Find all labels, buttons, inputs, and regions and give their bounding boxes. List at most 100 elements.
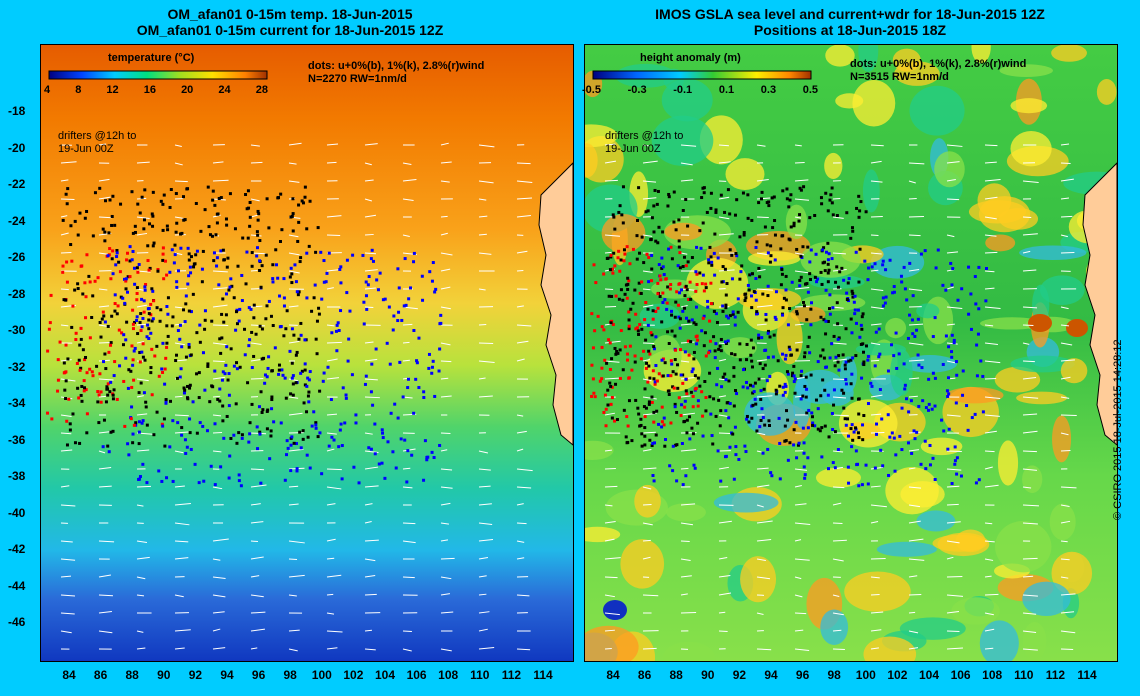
- drifter-dot: [169, 399, 173, 403]
- drifter-dot: [623, 252, 627, 256]
- drifter-dot: [250, 264, 254, 268]
- current-vector: [1022, 342, 1030, 345]
- drifter-dot: [118, 364, 122, 368]
- drifter-dot: [131, 358, 135, 362]
- drifter-dot: [751, 403, 755, 407]
- drifter-dot: [131, 308, 135, 312]
- drifter-dot: [137, 391, 141, 395]
- drifter-dot: [106, 324, 110, 328]
- drifter-dot: [823, 388, 827, 392]
- current-vector: [98, 466, 112, 470]
- drifter-dot: [847, 481, 851, 485]
- current-vector: [984, 593, 999, 596]
- sea-level-anomaly-patch: [885, 317, 907, 339]
- drifter-dot: [669, 245, 673, 249]
- left-colorbar: [48, 70, 268, 80]
- drifter-dot: [103, 320, 107, 324]
- current-vector: [326, 234, 341, 237]
- drifter-dot: [643, 426, 647, 430]
- drifter-dot: [942, 429, 946, 433]
- drifter-dot: [315, 352, 319, 356]
- drifter-dot: [663, 361, 667, 365]
- current-vector: [642, 449, 652, 452]
- current-vector: [1022, 360, 1035, 363]
- drifter-dot: [714, 342, 718, 346]
- drifter-dot: [200, 280, 204, 284]
- drifter-dot: [945, 389, 949, 393]
- drifter-dot: [782, 296, 786, 300]
- drifter-dot: [718, 344, 722, 348]
- current-vector: [756, 144, 766, 147]
- drifter-dot: [291, 374, 295, 378]
- drifter-dot: [374, 347, 378, 351]
- left-colorbar-ticks: 4 8 12 16 20 24 28: [44, 84, 268, 97]
- drifter-dot: [279, 192, 283, 196]
- current-vector: [1022, 594, 1038, 597]
- drifter-dot: [238, 365, 242, 369]
- drifter-dot: [210, 319, 214, 323]
- drifter-dot: [221, 370, 225, 374]
- drifter-dot: [647, 364, 651, 368]
- drifter-dot: [735, 392, 739, 396]
- drifter-dot: [788, 307, 792, 311]
- drifter-dot: [299, 333, 303, 337]
- drifter-dot: [719, 193, 723, 197]
- drifter-dot: [821, 378, 825, 382]
- drifter-dot: [946, 394, 950, 398]
- current-vector: [870, 431, 885, 434]
- drifter-dot: [165, 224, 169, 228]
- drifter-dot: [292, 441, 296, 445]
- drifter-dot: [306, 376, 310, 380]
- current-vector: [250, 144, 260, 147]
- current-vector: [642, 144, 650, 147]
- drifter-dot: [401, 395, 405, 399]
- drifter-dot: [674, 228, 678, 232]
- current-vector: [604, 504, 613, 507]
- drifter-dot: [669, 421, 673, 425]
- drifter-dot: [619, 258, 623, 262]
- current-vector: [516, 162, 531, 165]
- drifter-dot: [827, 435, 831, 439]
- drifter-dot: [864, 210, 868, 214]
- current-vector: [136, 216, 150, 219]
- drifter-dot: [64, 343, 68, 347]
- drifter-dot: [84, 388, 88, 392]
- drifter-dot: [330, 435, 334, 439]
- current-vector: [718, 630, 728, 633]
- left-title-line1: OM_afan01 0-15m temp. 18-Jun-2015: [167, 6, 413, 22]
- drifter-dot: [726, 339, 730, 343]
- drifter-dot: [624, 435, 628, 439]
- drifter-dot: [319, 250, 323, 254]
- drifter-dot: [732, 477, 736, 481]
- drifter-dot: [906, 336, 910, 340]
- drifter-dot: [590, 312, 594, 316]
- current-vector: [364, 162, 372, 166]
- current-vector: [908, 197, 917, 200]
- current-vector: [174, 485, 185, 488]
- drifter-dot: [197, 481, 201, 485]
- current-vector: [756, 648, 772, 651]
- current-vector: [604, 340, 621, 344]
- drifter-dot: [642, 349, 646, 353]
- drifter-dot: [863, 259, 867, 263]
- drifter-dot: [604, 407, 608, 411]
- drifter-dot: [854, 321, 858, 325]
- drifter-dot: [726, 401, 730, 405]
- drifter-dot: [78, 441, 82, 445]
- drifter-dot: [698, 229, 702, 233]
- current-vector: [288, 305, 299, 308]
- current-vector: [870, 215, 883, 218]
- current-vector: [250, 521, 264, 524]
- drifter-dot: [750, 306, 754, 310]
- drifter-dot: [927, 377, 931, 381]
- drifter-dot: [677, 315, 681, 319]
- drifter-dot: [339, 265, 343, 269]
- drifter-dot: [858, 209, 862, 213]
- drifter-dot: [832, 403, 836, 407]
- drifter-dot: [650, 267, 654, 271]
- drifter-dot: [654, 364, 658, 368]
- drifter-dot: [244, 282, 248, 286]
- current-vector: [212, 270, 228, 273]
- drifter-dot: [174, 230, 178, 234]
- drifter-dot: [314, 426, 318, 430]
